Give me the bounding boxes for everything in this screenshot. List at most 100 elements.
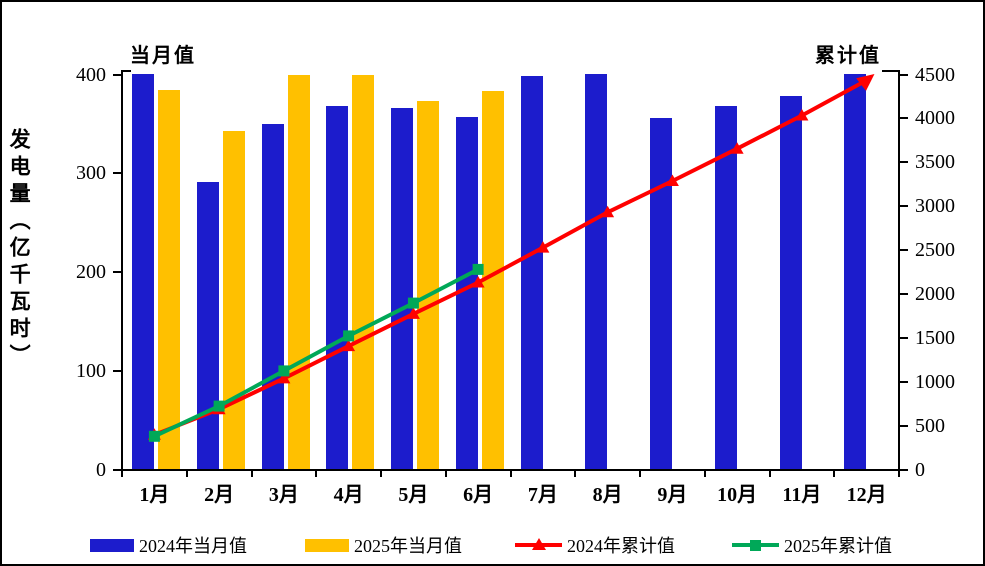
left-axis-top-cap xyxy=(121,70,131,72)
legend-item-3: 2024年累计值 xyxy=(515,533,675,557)
legend-line-swatch xyxy=(515,536,562,554)
bar-2024-m1 xyxy=(132,73,154,469)
x-axis-tick xyxy=(898,470,900,477)
bar-2024-m12 xyxy=(844,73,867,469)
plot-area xyxy=(122,70,899,470)
x-axis-tick xyxy=(509,470,512,477)
right-axis-tick-label: 3000 xyxy=(915,195,955,218)
legend-triangle-marker xyxy=(532,538,546,550)
triangle-marker xyxy=(342,339,356,352)
cumulative-line-2025年 xyxy=(153,267,480,439)
left-axis-tick xyxy=(113,469,121,471)
square-marker xyxy=(407,297,419,309)
x-axis-month-label: 3月 xyxy=(268,484,299,506)
x-axis-tick xyxy=(703,470,706,477)
bar-2024-m8 xyxy=(585,73,608,469)
x-axis-month-label: 6月 xyxy=(463,484,494,506)
bar-2024-m5 xyxy=(391,108,413,469)
bar-2024-m7 xyxy=(520,76,543,469)
right-axis-tick-label: 2000 xyxy=(915,283,955,306)
x-axis-tick xyxy=(250,470,253,477)
right-axis-tick xyxy=(900,425,908,428)
bar-2024-m9 xyxy=(650,118,672,469)
right-axis-tick-label: 4500 xyxy=(915,63,955,86)
left-axis-tick-label: 200 xyxy=(76,261,106,284)
square-marker xyxy=(472,263,484,275)
right-axis-tick xyxy=(900,249,908,252)
left-axis-corner-label: 当月值 xyxy=(130,45,196,67)
left-axis-tick xyxy=(113,172,121,175)
right-axis-tick xyxy=(900,469,908,471)
legend-bar-swatch xyxy=(305,538,349,552)
right-axis-tick xyxy=(900,337,908,340)
triangle-marker xyxy=(856,74,875,91)
x-axis-tick xyxy=(574,470,577,477)
square-marker xyxy=(278,365,290,377)
x-axis-month-label: 10月 xyxy=(717,484,758,506)
triangle-marker xyxy=(730,142,744,154)
x-axis-month-label: 9月 xyxy=(657,484,688,506)
cumulative-lines-layer xyxy=(147,74,875,442)
bar-2024-m10 xyxy=(714,106,737,469)
y-axis-title: 发电量（亿千瓦时） xyxy=(7,128,32,371)
bar-2025-m5 xyxy=(417,101,439,469)
right-axis-tick xyxy=(900,293,908,296)
bar-2025-m6 xyxy=(481,91,504,469)
triangle-marker xyxy=(795,109,809,121)
x-axis-month-label: 2月 xyxy=(204,484,235,506)
x-axis-month-label: 7月 xyxy=(527,484,558,506)
legend-label: 2024年当月值 xyxy=(139,536,247,556)
triangle-marker xyxy=(406,307,420,319)
x-axis-month-label: 5月 xyxy=(398,484,429,506)
right-axis-tick xyxy=(900,381,908,384)
legend-item-4: 2025年累计值 xyxy=(732,533,892,557)
legend-label: 2024年累计值 xyxy=(567,536,675,556)
x-axis-tick xyxy=(380,470,382,477)
triangle-marker xyxy=(536,241,550,253)
right-axis-tick xyxy=(900,73,908,76)
triangle-marker xyxy=(601,205,615,218)
bar-2025-m2 xyxy=(222,130,245,469)
x-axis-month-label: 12月 xyxy=(846,484,887,506)
legend-item-2: 2025年当月值 xyxy=(305,533,462,557)
left-axis-tick-label: 400 xyxy=(76,63,106,86)
right-axis-tick-label: 3500 xyxy=(915,151,955,174)
x-axis-month-label: 8月 xyxy=(592,484,623,506)
left-axis-tick-label: 100 xyxy=(76,360,106,383)
left-axis-tick-label: 300 xyxy=(76,162,106,185)
left-axis-line xyxy=(121,70,123,471)
legend-line-swatch xyxy=(732,536,779,554)
square-marker xyxy=(213,400,225,412)
bar-2024-m2 xyxy=(196,182,219,469)
x-axis-month-label: 11月 xyxy=(782,484,822,506)
square-marker xyxy=(148,430,160,442)
legend-square-marker xyxy=(750,540,761,551)
bar-2025-m1 xyxy=(158,90,180,469)
legend-label: 2025年当月值 xyxy=(354,536,462,556)
left-axis-tick xyxy=(113,271,121,274)
legend-item-1: 2024年当月值 xyxy=(90,533,247,557)
bar-2024-m6 xyxy=(455,117,478,469)
legend-bar-swatch xyxy=(90,538,134,552)
bar-2025-m4 xyxy=(352,75,375,469)
right-axis-corner-label: 累计值 xyxy=(815,45,881,67)
x-axis-tick xyxy=(121,470,123,477)
triangle-marker xyxy=(665,174,679,186)
x-axis-tick xyxy=(768,470,771,477)
left-axis-tick xyxy=(113,370,121,373)
cumulative-line-2024年 xyxy=(153,78,868,437)
x-axis-month-label: 1月 xyxy=(139,484,170,506)
x-axis-tick xyxy=(315,470,318,477)
x-axis-tick xyxy=(185,470,188,477)
right-axis-tick-label: 1000 xyxy=(915,371,955,394)
left-axis-tick xyxy=(113,73,121,76)
x-axis-tick xyxy=(833,470,836,477)
right-axis-tick-label: 0 xyxy=(915,459,925,481)
x-axis-tick xyxy=(639,470,641,477)
right-axis-tick-label: 1500 xyxy=(915,327,955,350)
triangle-marker xyxy=(277,371,291,384)
right-axis-tick-label: 4000 xyxy=(915,107,955,130)
right-axis-tick xyxy=(900,205,908,208)
right-axis-tick-label: 500 xyxy=(915,415,945,438)
